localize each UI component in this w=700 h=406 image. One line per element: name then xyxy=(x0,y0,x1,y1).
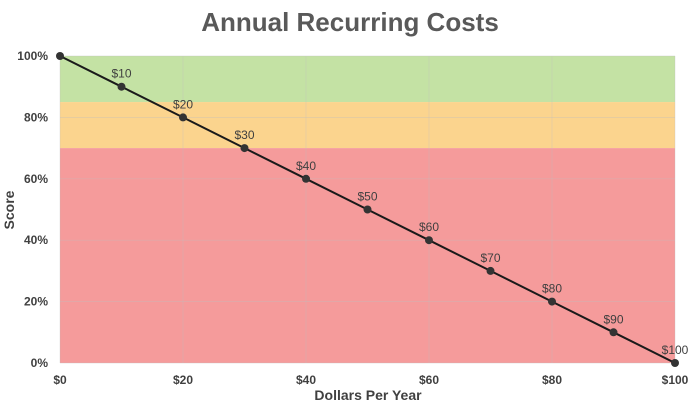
data-point xyxy=(486,266,495,275)
data-label: $20 xyxy=(173,97,193,111)
data-labels: $10 $20 $30 $40 $50 $60 $70 $80 $90 $100 xyxy=(111,67,688,357)
data-label: $50 xyxy=(357,190,377,204)
data-label: $40 xyxy=(296,159,316,173)
series-group xyxy=(56,52,679,367)
y-tick-label: 80% xyxy=(24,110,48,124)
y-tick-label: 40% xyxy=(24,233,48,247)
score-band-1 xyxy=(60,102,675,149)
x-axis-title: Dollars Per Year xyxy=(314,387,422,403)
data-point xyxy=(179,113,187,122)
data-point xyxy=(117,82,126,91)
y-axis-title: Score xyxy=(1,190,17,229)
data-point xyxy=(363,205,372,214)
x-tick-label: $100 xyxy=(662,373,689,387)
data-label: $90 xyxy=(603,312,623,326)
data-point xyxy=(609,328,618,337)
chart-title: Annual Recurring Costs xyxy=(201,7,499,37)
x-tick-label: $40 xyxy=(296,373,316,387)
x-axis-ticks: $0 $20 $40 $60 $80 $100 xyxy=(53,373,688,387)
data-label: $100 xyxy=(662,343,689,357)
data-label: $30 xyxy=(234,128,254,142)
score-band-2 xyxy=(60,148,675,363)
score-bands xyxy=(60,56,675,363)
y-tick-label: 60% xyxy=(24,172,48,186)
data-label: $80 xyxy=(542,282,562,296)
y-tick-label: 20% xyxy=(24,295,48,309)
gridlines xyxy=(59,55,676,364)
y-axis-ticks: 0% 20% 40% 60% 80% 100% xyxy=(17,49,48,370)
x-tick-label: $20 xyxy=(173,373,193,387)
data-point xyxy=(671,359,679,367)
data-point xyxy=(548,297,556,306)
x-tick-label: $0 xyxy=(53,373,67,387)
data-point xyxy=(240,144,249,153)
x-tick-label: $60 xyxy=(419,373,439,387)
score-band-0 xyxy=(60,56,675,103)
data-label: $10 xyxy=(111,67,131,81)
data-point xyxy=(302,174,310,183)
data-point xyxy=(425,236,433,245)
y-tick-label: 0% xyxy=(31,356,49,370)
data-point xyxy=(56,52,64,60)
y-tick-label: 100% xyxy=(17,49,48,63)
data-label: $60 xyxy=(419,220,439,234)
x-tick-label: $80 xyxy=(542,373,562,387)
data-label: $70 xyxy=(480,251,500,265)
